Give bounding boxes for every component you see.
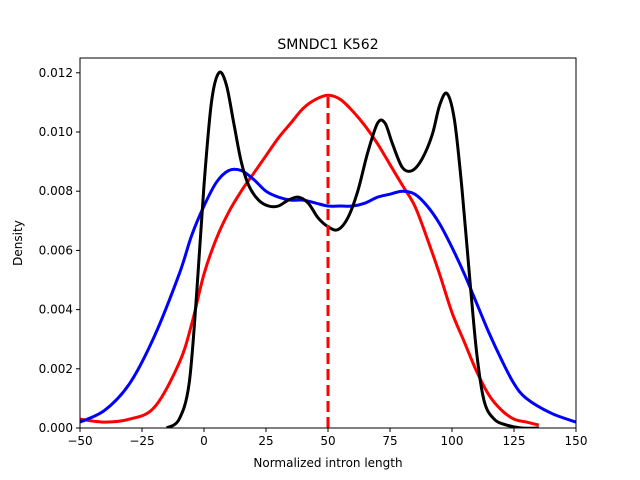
- x-tick-label: −50: [67, 434, 92, 448]
- y-tick-label: 0.006: [39, 243, 73, 257]
- y-tick-label: 0.008: [39, 184, 73, 198]
- chart-title: SMNDC1 K562: [277, 37, 378, 53]
- y-tick-label: 0.000: [39, 421, 73, 435]
- y-tick-label: 0.012: [39, 66, 73, 80]
- x-tick-label: 25: [258, 434, 273, 448]
- x-tick-label: 125: [503, 434, 526, 448]
- x-tick-label: 50: [320, 434, 335, 448]
- x-tick-label: 100: [441, 434, 464, 448]
- density-line-3: [165, 70, 539, 428]
- y-tick-label: 0.002: [39, 362, 73, 376]
- y-axis: 0.000 0.002 0.004 0.006 0.008 0.010 0.012: [39, 66, 80, 435]
- x-axis: −50 −25 0 25 50 75 100 125 150: [67, 428, 587, 448]
- x-tick-label: 0: [200, 434, 208, 448]
- plot-area: [80, 70, 576, 428]
- density-line-2: [80, 167, 576, 424]
- density-line-1: [80, 93, 540, 427]
- x-tick-label: 150: [565, 434, 588, 448]
- y-tick-label: 0.010: [39, 125, 73, 139]
- x-tick-label: −25: [129, 434, 154, 448]
- x-tick-label: 75: [382, 434, 397, 448]
- y-tick-label: 0.004: [39, 303, 73, 317]
- y-axis-label: Density: [11, 220, 25, 266]
- x-axis-label: Normalized intron length: [253, 456, 402, 470]
